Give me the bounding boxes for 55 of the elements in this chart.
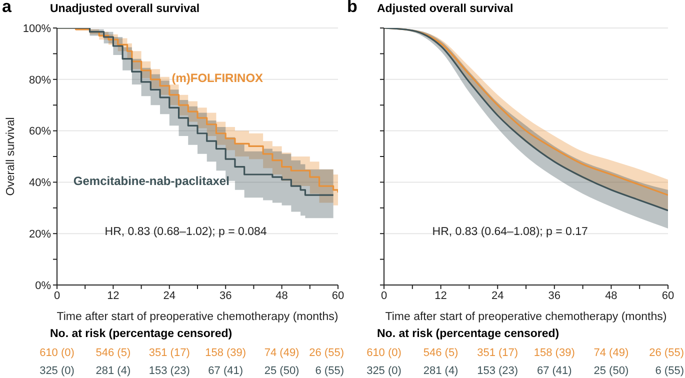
text: 26 (55)	[649, 347, 684, 359]
text: 325 (0)	[366, 365, 402, 377]
text: 325 (0)	[40, 365, 74, 377]
y-tick-label: 40%	[28, 177, 52, 190]
y-axis-title: Overall survival	[5, 117, 18, 196]
y-tick-label: 100%	[22, 22, 52, 35]
x-tick-label: 36	[548, 290, 561, 302]
x-tick-label: 60	[662, 290, 674, 302]
text: 546 (5)	[96, 347, 131, 359]
x-tick-label: 36	[219, 290, 232, 302]
text: 610 (0)	[40, 347, 74, 359]
x-tick-label: 0	[380, 290, 388, 302]
x-axis-title: Time after start of preoperative chemotherapy (months)	[385, 311, 667, 323]
series-label: Gemcitabine-nab-paclitaxel	[73, 174, 230, 188]
text: 153 (23)	[477, 365, 518, 377]
x-tick-label: 0	[54, 290, 60, 302]
text: 281 (4)	[96, 365, 131, 377]
text: b	[347, 0, 358, 17]
text: 25 (50)	[264, 365, 300, 377]
y-tick-label: 80%	[28, 74, 52, 86]
text: a	[2, 0, 12, 17]
text: 351 (17)	[477, 347, 518, 359]
text: 158 (39)	[534, 347, 575, 359]
text: 67 (41)	[208, 365, 244, 377]
text: 610 (0)	[366, 347, 402, 359]
chart-title: Unadjusted overall survival	[50, 3, 200, 15]
x-tick-label: 12	[107, 290, 120, 302]
x-tick-label: 60	[332, 290, 344, 302]
text: 546 (5)	[423, 347, 458, 359]
y-tick-label: 60%	[28, 126, 52, 138]
chart-title: Adjusted overall survival	[377, 3, 514, 15]
x-tick-label: 12	[434, 290, 447, 302]
text: 153 (23)	[148, 365, 190, 377]
text: 6 (55)	[315, 365, 344, 377]
text: 158 (39)	[205, 347, 246, 359]
x-axis-title: Time after start of preoperative chemotherapy (months)	[56, 311, 338, 323]
text: 6 (55)	[655, 365, 684, 377]
text: 74 (49)	[264, 347, 300, 359]
y-tick-label: 20%	[28, 228, 52, 241]
x-tick-label: 48	[276, 290, 288, 302]
x-tick-label: 24	[163, 290, 176, 302]
text: 67 (41)	[536, 365, 572, 377]
x-tick-label: 24	[491, 290, 504, 302]
text: 74 (49)	[594, 347, 629, 359]
annotation: HR, 0.83 (0.64–1.08); p = 0.17	[432, 226, 588, 238]
text: No. at risk (percentage censored)	[50, 328, 232, 340]
text: 351 (17)	[148, 347, 190, 359]
x-tick-label: 48	[605, 290, 618, 302]
text: 25 (50)	[594, 365, 629, 377]
text: No. at risk (percentage censored)	[377, 328, 560, 340]
text: 281 (4)	[423, 365, 458, 377]
annotation: HR, 0.83 (0.68–1.02); p = 0.084	[104, 226, 267, 238]
series-label: (m)FOLFIRINOX	[172, 71, 264, 86]
text: 26 (55)	[309, 347, 344, 359]
y-tick-label: 0%	[35, 280, 52, 292]
